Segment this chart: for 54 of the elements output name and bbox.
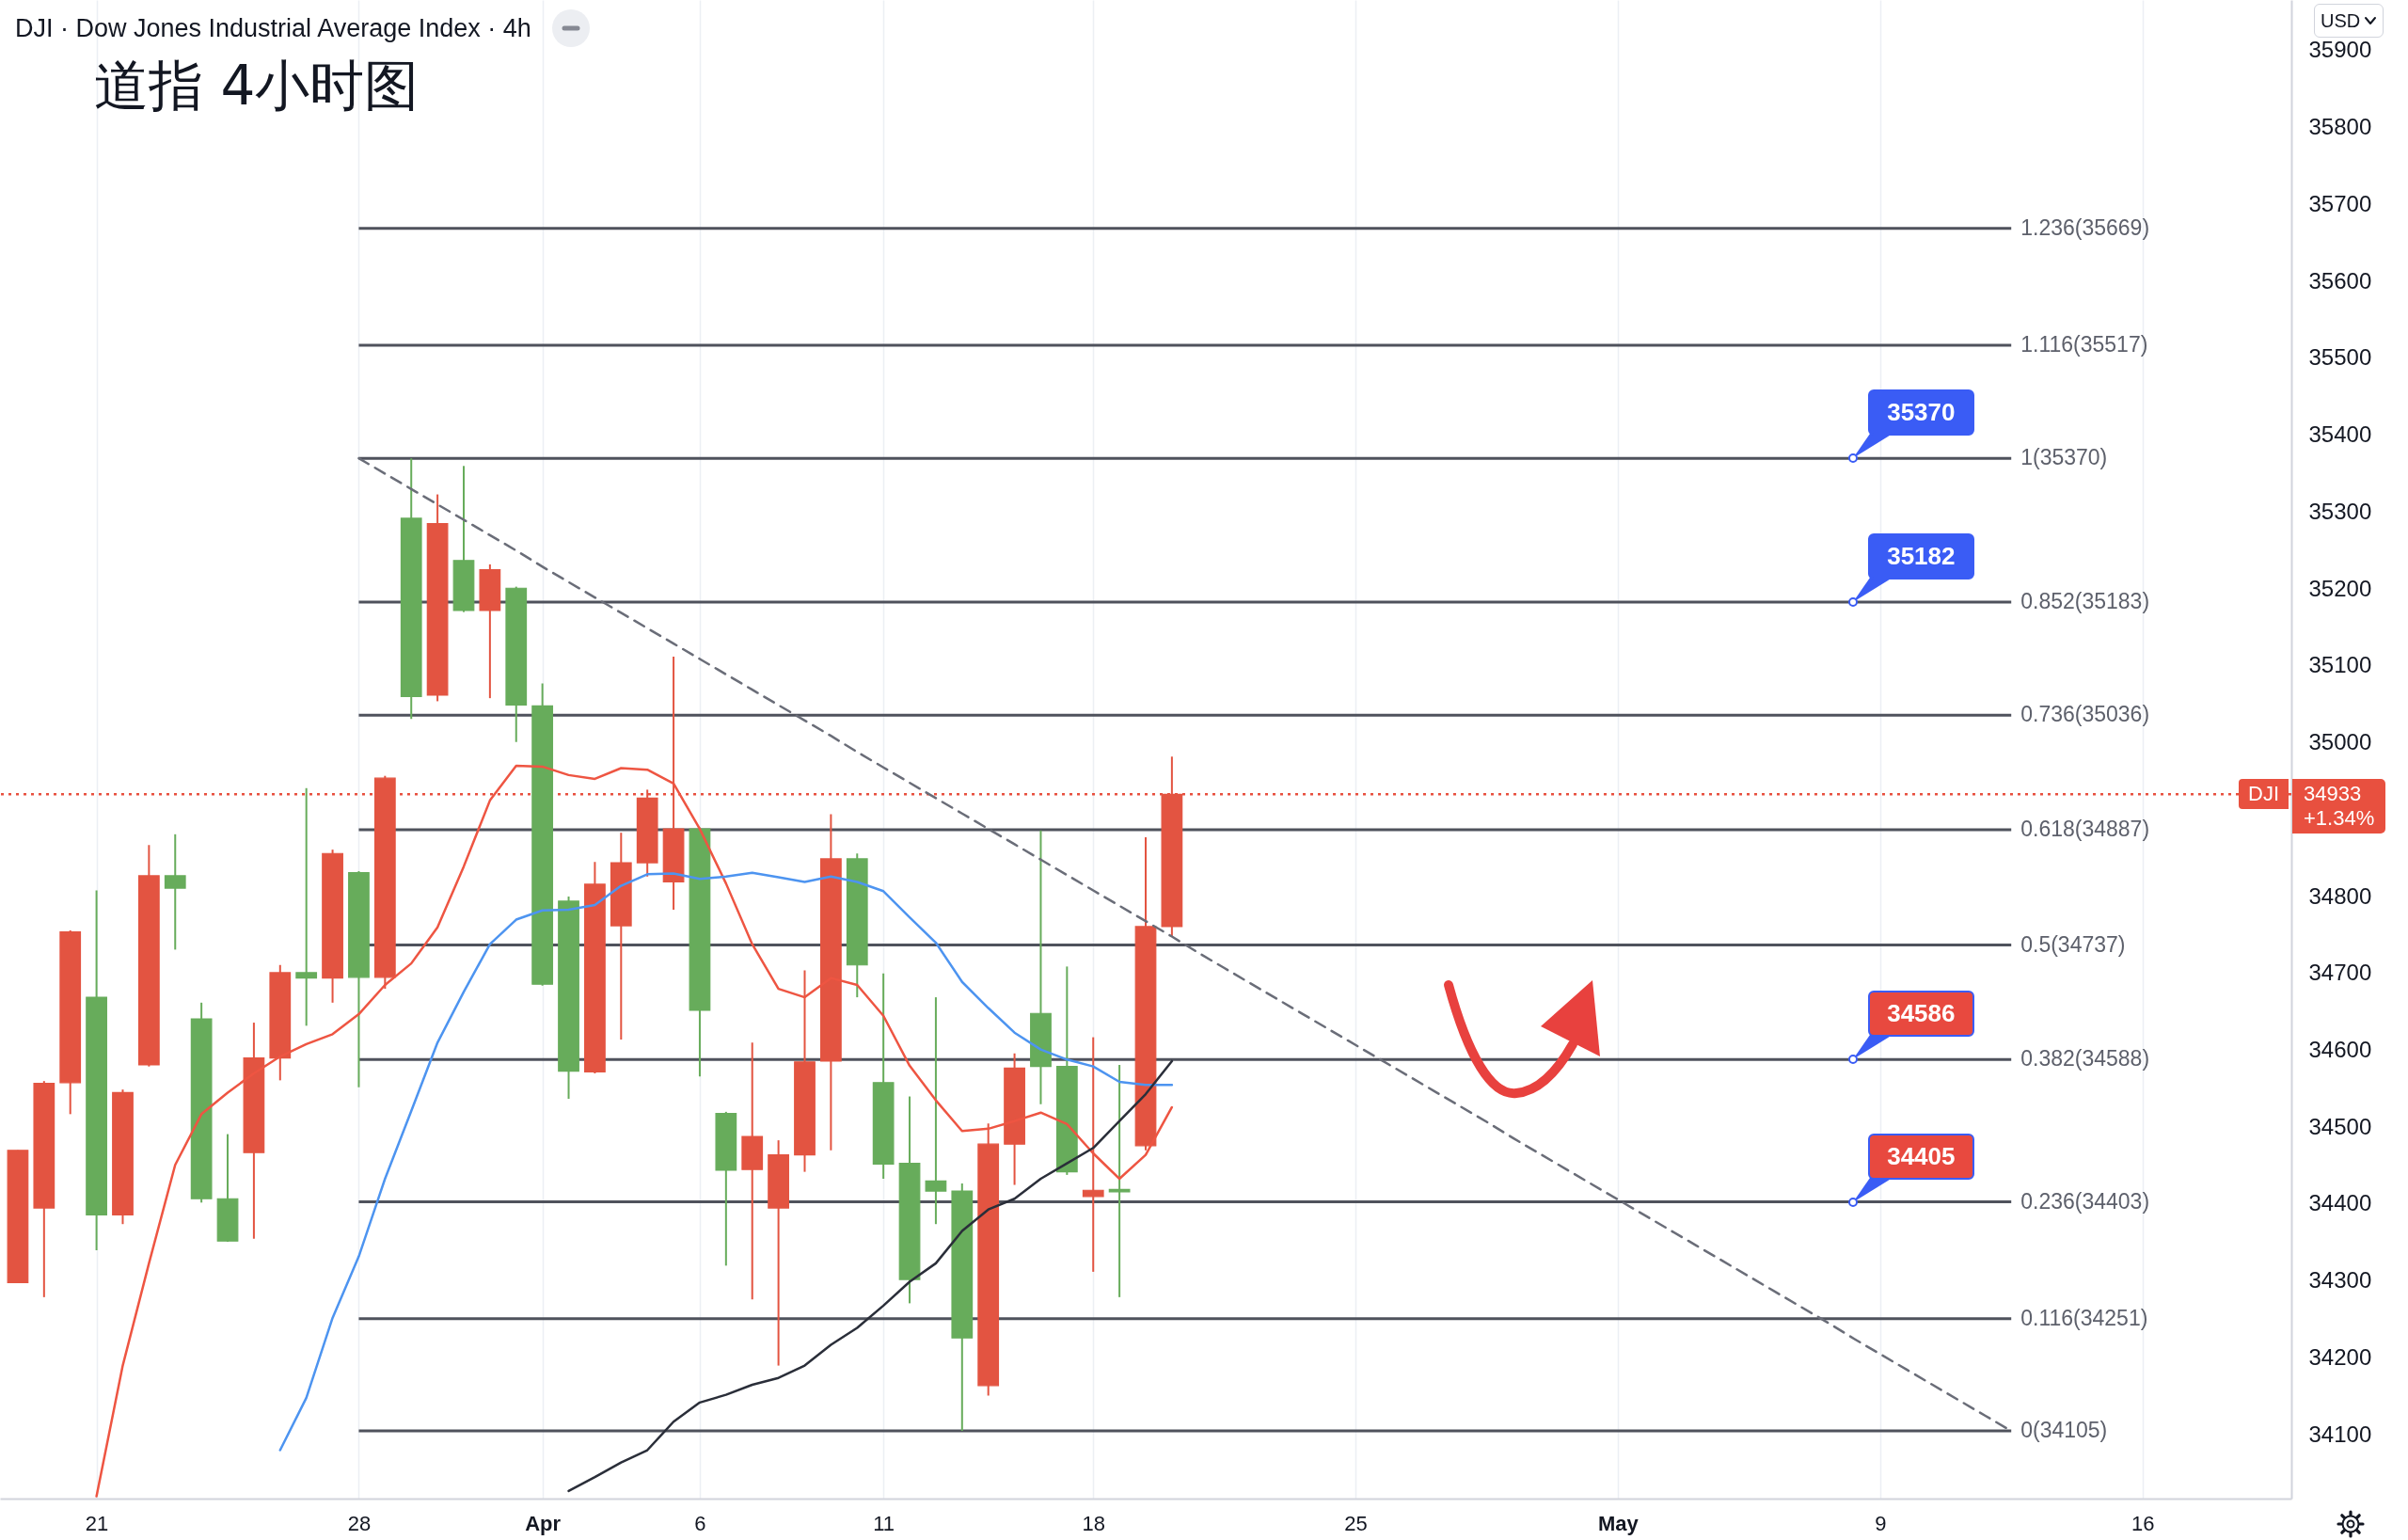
candlestick: [164, 833, 186, 951]
ref-line-label: 0.618(34887): [2020, 816, 2150, 841]
candlestick: [925, 996, 947, 1226]
x-tick-label: 6: [694, 1511, 706, 1535]
x-tick-label: May: [1598, 1511, 1640, 1535]
y-tick-label: 35200: [2308, 575, 2372, 601]
x-tick-label: 21: [85, 1511, 109, 1535]
y-tick-label: 35400: [2308, 421, 2372, 448]
annotation: 34586: [1846, 991, 1975, 1067]
x-tick-label: 18: [1082, 1511, 1105, 1535]
y-tick-label: 34200: [2308, 1343, 2372, 1370]
ref-line-label: 1.116(35517): [2020, 331, 2148, 357]
y-tick-label: 35600: [2308, 267, 2372, 294]
y-tick-label: 35300: [2308, 498, 2372, 524]
x-tick-label: 16: [2131, 1511, 2155, 1535]
y-tick-label: 35000: [2308, 729, 2372, 755]
y-tick-label: 34400: [2308, 1190, 2372, 1216]
y-tick-label: 34100: [2308, 1421, 2372, 1447]
y-tick-label: 35100: [2308, 652, 2372, 678]
y-tick-label: 34700: [2308, 960, 2372, 986]
dropdown: USD: [2314, 4, 2384, 38]
y-tick-label: 34800: [2308, 882, 2372, 909]
candlestick: [1082, 1036, 1104, 1273]
y-tick-label: 35800: [2308, 114, 2372, 140]
y-tick-label: 35700: [2308, 190, 2372, 216]
x-tick-label: 11: [873, 1511, 895, 1535]
candlestick: [295, 786, 318, 1027]
ref-line-label: 0.116(34251): [2020, 1305, 2148, 1330]
ref-line-label: 1(35370): [2020, 445, 2108, 470]
line-series: [278, 871, 1174, 1452]
line-series: [567, 1059, 1174, 1493]
x-tick-label: 25: [1344, 1511, 1368, 1535]
x-tick-label: Apr: [525, 1511, 562, 1535]
y-tick-label: 34500: [2308, 1113, 2372, 1139]
ref-line-label: 0.382(34588): [2020, 1046, 2150, 1072]
text: 道指 4小时图: [94, 54, 420, 118]
ref-line-label: 0(34105): [2020, 1418, 2108, 1443]
annotation: 35182: [1846, 532, 1975, 609]
candlestick: [1108, 1064, 1131, 1298]
ref-line-label: 1.236(35669): [2020, 214, 2150, 240]
text: DJI · Dow Jones Industrial Average Index · 4h: [15, 13, 531, 43]
y-tick-label: 34600: [2308, 1036, 2372, 1062]
annotation: 35370: [1846, 389, 1975, 466]
x-tick-label: 28: [347, 1511, 372, 1535]
ref-line-label: 0.736(35036): [2020, 702, 2150, 727]
y-tick-label: 35500: [2308, 344, 2372, 371]
ref-line-label: DJI 34933 +1.34%: [2247, 781, 2375, 832]
annotation: 34405: [1846, 1133, 1975, 1209]
x-tick-label: 9: [1875, 1511, 1887, 1535]
y-tick-label: 34300: [2308, 1267, 2372, 1294]
ref-line-label: 0.852(35183): [2020, 588, 2150, 613]
ref-line-label: 0.236(34403): [2020, 1188, 2150, 1214]
y-tick-label: 35900: [2308, 37, 2372, 63]
ref-line-label: 0.5(34737): [2020, 931, 2126, 957]
